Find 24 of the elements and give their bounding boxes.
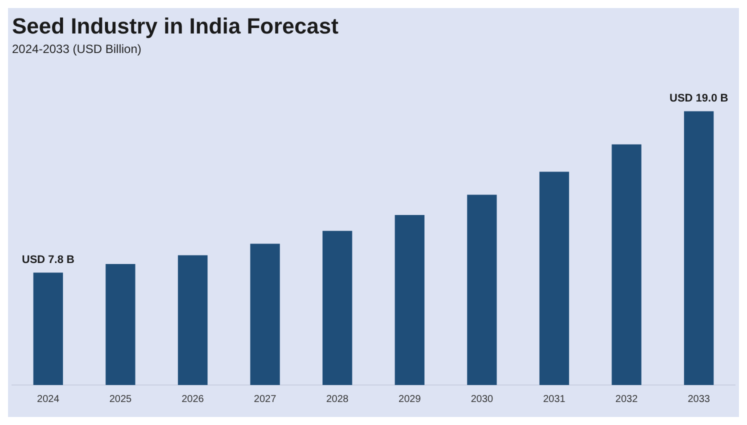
bar: [322, 230, 352, 385]
bar: [33, 272, 63, 385]
data-label: USD 19.0 B: [670, 92, 728, 105]
x-tick-label: 2030: [470, 394, 494, 405]
x-tick-label: 2024: [37, 394, 60, 405]
bar: [684, 111, 714, 385]
x-tick-label: 2026: [182, 394, 204, 405]
x-tick-label: 2025: [109, 394, 132, 405]
chart-title: Seed Industry in India Forecast: [12, 13, 340, 38]
bar: [394, 214, 424, 385]
bar: [539, 172, 570, 385]
bar: [178, 255, 208, 385]
x-tick-label: 2027: [254, 394, 277, 405]
x-tick-label: 2032: [615, 394, 638, 405]
bar: [106, 264, 136, 385]
x-tick-label: 2028: [326, 394, 349, 405]
x-tick-label: 2031: [543, 394, 566, 405]
chart-subtitle: 2024-2033 (USD Billion): [12, 42, 142, 56]
bar: [250, 244, 280, 385]
x-tick-label: 2029: [398, 394, 422, 405]
x-tick-label: 2033: [688, 394, 710, 405]
bar: [467, 194, 497, 385]
bar: [612, 144, 642, 385]
data-label: USD 7.8 B: [22, 254, 74, 266]
